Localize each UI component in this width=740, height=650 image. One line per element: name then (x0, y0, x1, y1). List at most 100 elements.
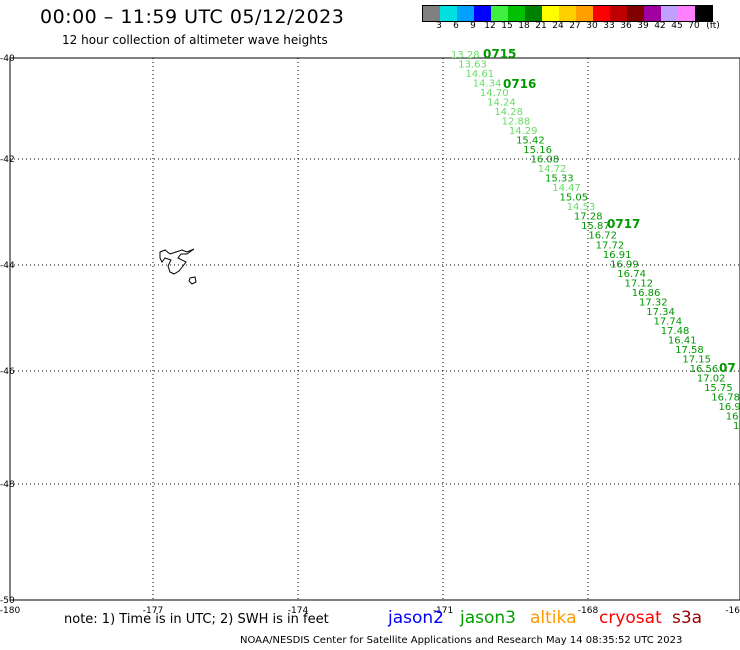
credit-line: NOAA/NESDIS Center for Satellite Applica… (240, 635, 683, 646)
colorbar-swatch (474, 6, 491, 21)
colorbar-swatch (695, 6, 712, 21)
colorbar-swatch (627, 6, 644, 21)
colorbar-tick-label: 12 (484, 21, 496, 31)
map-title: 00:00 – 11:59 UTC 05/12/2023 (40, 6, 345, 28)
colorbar-tick-label: 39 (637, 21, 649, 31)
colorbar-tick-label: 30 (586, 21, 598, 31)
colorbar-tick-label: 42 (654, 21, 666, 31)
colorbar-swatch (508, 6, 525, 21)
track-swh-value: 16.72 (588, 231, 617, 242)
latitude-label: -44 (0, 261, 15, 271)
track-swh-value: 14.61 (465, 69, 494, 80)
colorbar-unit-label: (ft) (706, 21, 720, 31)
colorbar-tick-label: 24 (552, 21, 564, 31)
track-swh-value: 15.16 (523, 145, 552, 156)
colorbar-swatch (644, 6, 661, 21)
track-time-label: 0715 (483, 47, 516, 61)
colorbar-swatch (610, 6, 627, 21)
longitude-label: -171 (433, 606, 453, 616)
track-swh-value: 16.56 (690, 364, 719, 375)
chatham-island-outline (159, 248, 195, 275)
longitude-label: -177 (143, 606, 163, 616)
colorbar-tick-label: 21 (535, 21, 547, 31)
colorbar-swatch (678, 6, 695, 21)
satellite-legend-altika: altika (530, 608, 577, 628)
track-swh-value: 15.33 (545, 174, 574, 185)
track-swh-value: 16.78 (711, 392, 740, 403)
track-swh-value: 17.28 (574, 212, 603, 223)
track-swh-value: 14.53 (567, 202, 596, 213)
longitude-label: -168 (578, 606, 599, 616)
map-frame (9, 57, 740, 601)
track-time-label: 0717 (607, 217, 640, 231)
colorbar-swatch (457, 6, 474, 21)
colorbar-swatch (491, 6, 508, 21)
track-swh-value: 17.12 (625, 278, 654, 289)
colorbar-tick-label: 70 (688, 21, 700, 31)
colorbar-tick-label: 33 (603, 21, 615, 31)
altimeter-track-values: 13.2813.6314.6114.3414.7014.2414.2812.88… (451, 50, 740, 432)
track-swh-value: 16.74 (617, 269, 646, 280)
footnote: note: 1) Time is in UTC; 2) SWH is in fe… (64, 612, 329, 627)
latitude-label: -40 (0, 54, 15, 64)
longitude-label: -174 (288, 606, 309, 616)
track-swh-value: 15.42 (516, 136, 545, 147)
track-swh-value: 14.72 (538, 164, 567, 175)
colorbar-swatch (593, 6, 610, 21)
map-subtitle: 12 hour collection of altimeter wave hei… (62, 33, 328, 47)
track-swh-value: 14.34 (473, 79, 502, 90)
track-swh-value: 17.34 (646, 307, 675, 318)
track-swh-value: 17.72 (596, 240, 625, 251)
track-swh-value: 16.94 (719, 402, 740, 413)
track-swh-value: 17.32 (639, 297, 668, 308)
satellite-legend-jason3: jason3 (460, 608, 516, 628)
track-swh-value: 16.08 (531, 155, 560, 166)
longitude-labels: -180 -177 -174 -171 -168 -16 (0, 606, 740, 616)
longitude-label: -16 (725, 606, 740, 616)
colorbar-swatch (576, 6, 593, 21)
track-swh-value: 14.28 (494, 107, 523, 118)
colorbar-swatch (525, 6, 542, 21)
latitude-label: -42 (0, 155, 15, 165)
colorbar-tick-label: 9 (470, 21, 476, 31)
track-swh-value: 14.47 (552, 183, 581, 194)
track-swh-value: 17.58 (675, 345, 704, 356)
colorbar-tick-label: 45 (671, 21, 683, 31)
track-swh-value: 17.48 (661, 326, 690, 337)
longitude-label: -180 (0, 606, 20, 616)
colorbar-swatch (423, 6, 440, 21)
track-swh-value: 14.70 (480, 88, 509, 99)
track-swh-value: 17.74 (653, 316, 682, 327)
pitt-island-outline (188, 276, 197, 285)
track-swh-value: 17.02 (697, 373, 726, 384)
track-swh-value: 17.15 (682, 354, 711, 365)
track-swh-value: 15.05 (559, 193, 588, 204)
track-time-label: 07 (719, 361, 736, 375)
track-swh-value: 16.41 (668, 335, 697, 346)
track-swh-value: 16. (726, 411, 740, 422)
track-swh-value: 12.88 (502, 117, 531, 128)
colorbar-tick-label: 15 (501, 21, 513, 31)
altimeter-track-time-labels: 0715 0716 0717 07 (483, 47, 736, 375)
colorbar-swatch (559, 6, 576, 21)
satellite-legend-cryosat: cryosat (599, 608, 662, 628)
colorbar-tick-label: 36 (620, 21, 632, 31)
colorbar-tick-label: 18 (518, 21, 530, 31)
track-swh-value: 16.86 (632, 288, 661, 299)
track-swh-value: 15.75 (704, 383, 733, 394)
satellite-legend-s3a: s3a (672, 608, 703, 628)
track-swh-value: 13.63 (458, 60, 487, 71)
colorbar-tick-label: 27 (569, 21, 581, 31)
track-swh-value: 16.99 (610, 259, 639, 270)
colorbar-swatch (440, 6, 457, 21)
colorbar-tick-label: 6 (453, 21, 459, 31)
track-swh-value: 13.28 (451, 50, 480, 61)
track-swh-value: 15.87 (581, 221, 610, 232)
latitude-label: -46 (0, 367, 15, 377)
colorbar-swatch (661, 6, 678, 21)
satellite-legend-jason2: jason2 (388, 608, 444, 628)
wave-height-colorbar (422, 5, 713, 22)
track-swh-value: 16 (733, 421, 740, 432)
island-coastline (159, 248, 197, 285)
latitude-label: -50 (0, 596, 15, 606)
